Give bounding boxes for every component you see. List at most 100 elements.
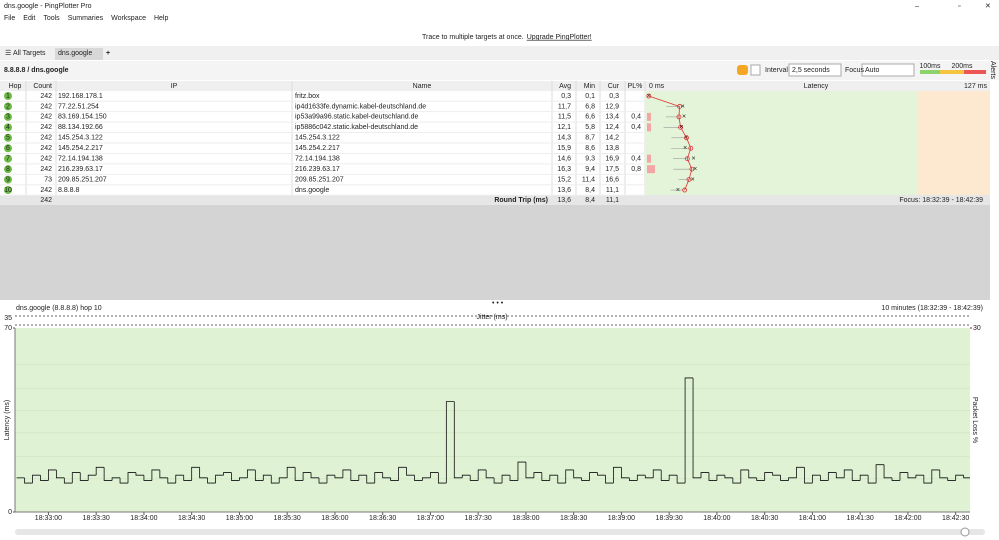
latency-step [652, 469, 662, 478]
column-header[interactable]: Name [413, 83, 432, 90]
latency-step [32, 474, 41, 484]
splitter[interactable]: • • • [492, 300, 504, 307]
latency-step [430, 472, 439, 478]
min: 11,4 [582, 176, 595, 183]
pause-dropdown[interactable] [750, 64, 761, 76]
focus-select[interactable] [861, 63, 915, 77]
min: 9,3 [585, 156, 595, 163]
column-header[interactable]: Avg [559, 83, 571, 90]
scale-red [964, 70, 986, 74]
ip: 216.239.63.17 [58, 166, 103, 173]
latency-step [812, 474, 821, 484]
cur: 14,2 [605, 135, 619, 142]
latency-step [294, 467, 304, 481]
latency-step [899, 472, 908, 481]
latency-step [422, 477, 431, 481]
min: 8,6 [585, 145, 595, 152]
cur-marker: × [682, 114, 686, 121]
latency-step [788, 477, 797, 481]
jitter-label: Jitter (ms) [476, 314, 507, 321]
x-tick-label: 18:39:30 [656, 515, 683, 522]
latency-step [437, 472, 447, 484]
x-tick-label: 18:36:00 [321, 515, 348, 522]
hop-icon [4, 133, 12, 142]
latency-step [183, 475, 192, 481]
column-header[interactable]: Hop [9, 83, 22, 90]
min: 6,8 [585, 103, 595, 110]
jitter-max: 35 [4, 315, 12, 322]
latency-step [613, 466, 622, 484]
hop: 2 [6, 103, 10, 110]
column-header[interactable]: Count [33, 83, 52, 90]
latency-step [724, 475, 733, 479]
latency-step [955, 474, 964, 481]
tab[interactable]: All Targets [13, 50, 46, 57]
y-tick-label: 0 [8, 509, 12, 516]
cur: 13,8 [605, 145, 619, 152]
latency-step [87, 474, 97, 481]
avg-marker [688, 145, 694, 151]
active-tab[interactable] [55, 48, 103, 60]
host-name: ip5886c042.static.kabel-deutschland.de [295, 124, 418, 131]
menu-item[interactable]: Tools [43, 15, 60, 22]
column-header[interactable]: Min [584, 83, 595, 90]
latency-step [764, 472, 773, 481]
packet-loss-bar [647, 165, 655, 174]
avg-marker [689, 166, 695, 172]
latency-step [851, 469, 861, 481]
column-header[interactable]: Latency [804, 83, 829, 90]
cur-marker: × [683, 145, 687, 152]
menu-item[interactable]: Summaries [68, 15, 104, 22]
banner-link[interactable]: Upgrade PingPlotter! [527, 34, 592, 41]
interval-select[interactable] [788, 63, 842, 77]
interval-value[interactable]: 2,5 seconds [792, 67, 830, 74]
x-tick-label: 18:34:00 [130, 515, 157, 522]
summary-row [0, 195, 990, 205]
column-header[interactable]: PL% [628, 83, 643, 90]
latency-step [48, 469, 57, 481]
menu-item[interactable]: Help [154, 15, 169, 22]
scroll-thumb[interactable] [960, 527, 970, 537]
focus-value[interactable]: Auto [865, 67, 880, 74]
window-title: dns.google - PingPlotter Pro [4, 3, 92, 10]
summary-focus: Focus: 18:32:39 - 18:42:39 [899, 197, 983, 204]
x-tick-label: 18:34:30 [178, 515, 205, 522]
column-header[interactable]: Cur [608, 83, 620, 90]
hop: 9 [6, 176, 10, 183]
tabs-icon: ☰ [5, 50, 11, 57]
hop: 10 [4, 187, 12, 194]
x-tick-label: 18:35:30 [274, 515, 301, 522]
add-tab[interactable]: + [106, 50, 110, 57]
cur: 12,4 [605, 124, 619, 131]
y2-tick-label: 30 [973, 325, 981, 332]
host-name: 216.239.63.17 [295, 166, 340, 173]
pause-button[interactable] [737, 65, 748, 75]
latency-step [207, 477, 216, 484]
close[interactable]: ✕ [985, 3, 991, 10]
menu-item[interactable]: Workspace [111, 15, 146, 22]
latency-step [939, 469, 948, 479]
side-tab[interactable]: Alerts [989, 61, 996, 79]
latency-step [414, 475, 423, 481]
menu-item[interactable]: Edit [23, 15, 35, 22]
hop-icon [4, 92, 12, 100]
tab[interactable]: dns.google [58, 50, 92, 57]
latency-step [278, 477, 288, 484]
ip: 209.85.251.207 [58, 176, 107, 183]
y2-axis-label: Packet Loss % [971, 397, 978, 443]
menu-item[interactable]: File [4, 15, 15, 22]
cur-marker: × [693, 166, 697, 173]
cur: 16,9 [605, 156, 619, 163]
jitter-band [15, 314, 970, 326]
cur-marker: × [681, 103, 685, 110]
latency-step [406, 467, 415, 476]
maximize[interactable]: ▫ [958, 3, 960, 10]
packet-loss: 0,4 [631, 114, 641, 121]
column-header[interactable]: IP [171, 83, 178, 90]
scrollbar[interactable] [15, 529, 985, 535]
latency-step [740, 469, 749, 484]
minimize[interactable]: – [915, 3, 919, 10]
latency-step [24, 477, 33, 484]
x-tick-label: 18:33:00 [35, 515, 62, 522]
